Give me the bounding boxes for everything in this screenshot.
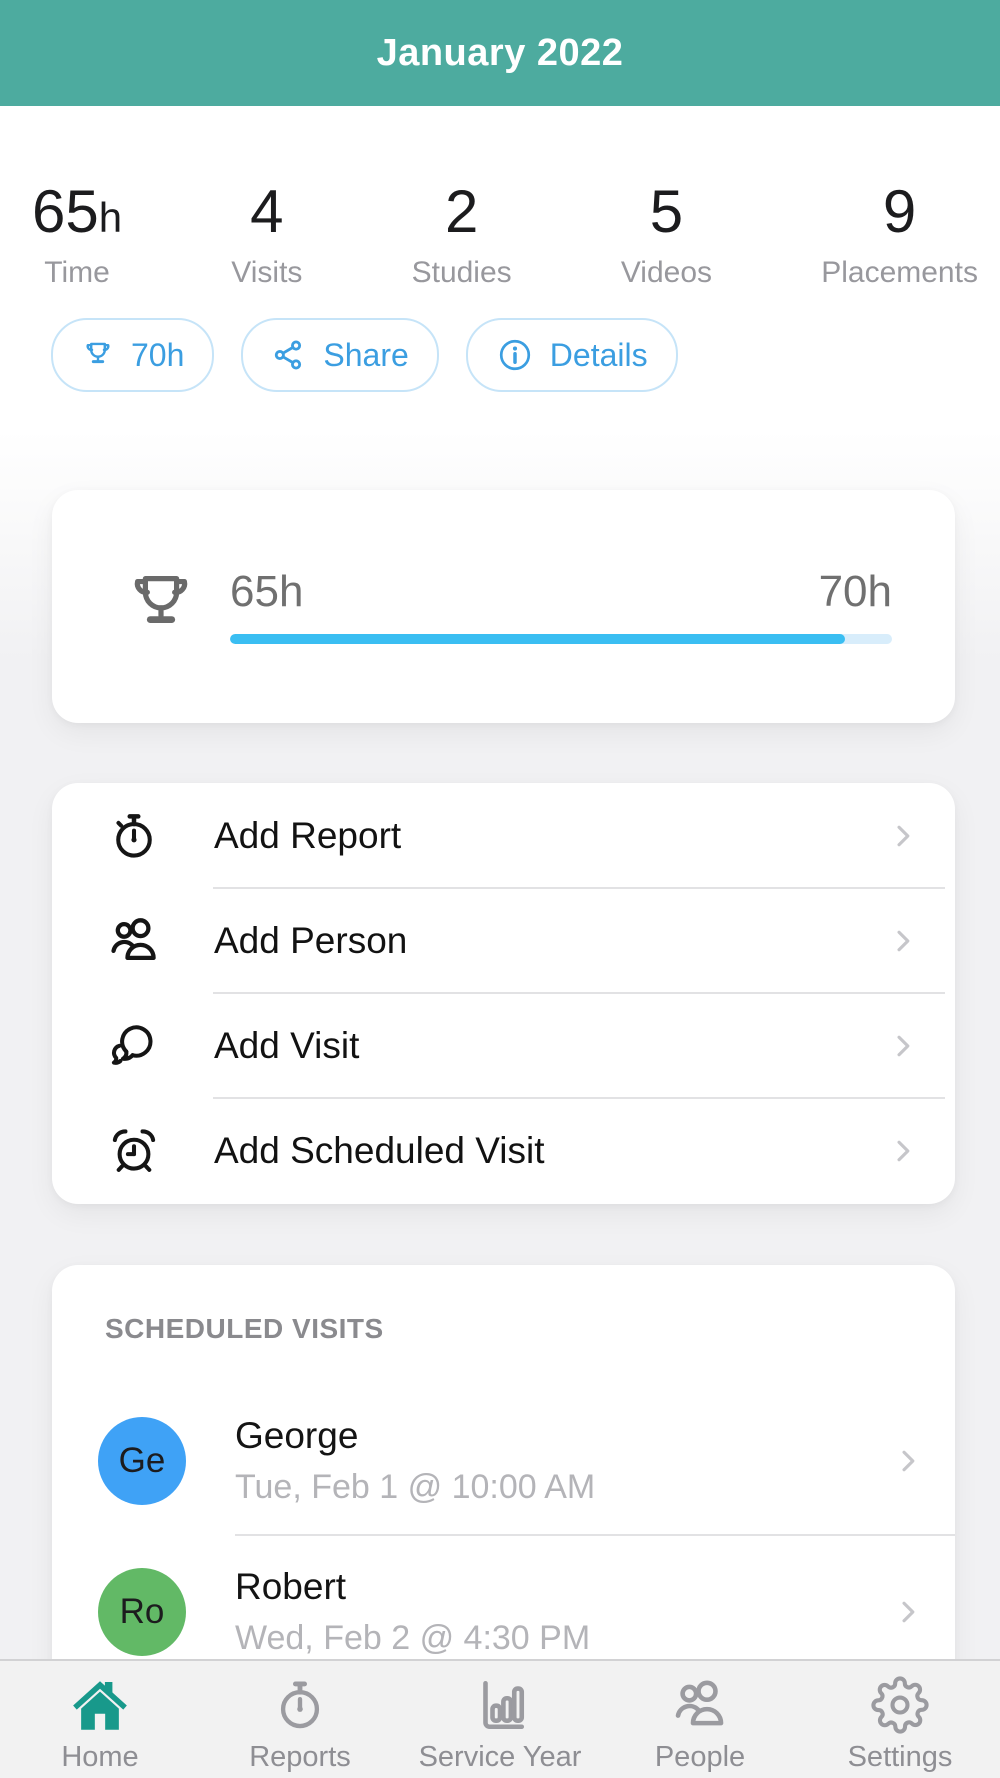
chevron-right-icon [886, 1029, 920, 1063]
add-report-row[interactable]: Add Report [52, 783, 955, 889]
stat-videos: 5 Videos [621, 182, 712, 288]
stat-visits-label: Visits [231, 256, 303, 289]
goal-current-hours: 65h [230, 566, 304, 616]
chevron-right-icon [891, 1595, 925, 1629]
stat-videos-value: 5 [649, 178, 684, 245]
chevron-right-icon [891, 1444, 925, 1478]
stat-studies: 2 Studies [412, 182, 512, 288]
add-scheduled-visit-row[interactable]: Add Scheduled Visit [52, 1098, 955, 1203]
monthly-stats-row: 65h Time 4 Visits 2 Studies 5 Videos 9 P… [0, 182, 1000, 288]
stat-time-label: Time [44, 256, 110, 289]
stat-time: 65h Time [32, 182, 122, 288]
avatar: Ro [98, 1567, 186, 1656]
stat-placements: 9 Placements [821, 182, 978, 288]
tab-home-label: Home [61, 1741, 139, 1773]
bar-chart-icon [471, 1673, 529, 1737]
stat-placements-value: 9 [882, 178, 917, 245]
action-pills-row: 70h Share Detail [51, 318, 678, 392]
stopwatch-icon [271, 1673, 329, 1737]
add-scheduled-visit-label: Add Scheduled Visit [214, 1129, 545, 1171]
chevron-right-icon [886, 924, 920, 958]
stat-videos-label: Videos [620, 256, 713, 289]
chevron-right-icon [886, 819, 920, 853]
stat-visits-value: 4 [250, 178, 284, 245]
chevron-right-icon [886, 1134, 920, 1168]
visit-name: Robert [235, 1566, 347, 1607]
stat-studies-value: 2 [444, 178, 479, 245]
visit-row-robert[interactable]: Ro Robert Wed, Feb 2 @ 4:30 PM [52, 1536, 955, 1687]
avatar-initials: Ro [119, 1591, 165, 1631]
goal-progress-fill [230, 633, 845, 644]
alarm-clock-icon [107, 1124, 161, 1178]
share-button-label: Share [323, 336, 409, 373]
stat-time-suffix: h [98, 194, 123, 241]
stat-placements-label: Placements [821, 256, 978, 289]
visit-name: George [235, 1415, 359, 1456]
people-icon [671, 1673, 729, 1737]
goal-pill[interactable]: 70h [51, 318, 215, 392]
stopwatch-icon [107, 809, 161, 863]
chat-bubbles-icon [107, 1019, 161, 1073]
add-visit-label: Add Visit [214, 1024, 360, 1066]
avatar-initials: Ge [118, 1440, 166, 1480]
share-button[interactable]: Share [241, 318, 439, 392]
tab-people-label: People [654, 1741, 746, 1773]
stat-time-value: 65 [32, 178, 99, 245]
add-report-label: Add Report [214, 814, 402, 856]
gear-icon [871, 1673, 929, 1737]
goal-progress-card: 65h 70h [52, 490, 955, 723]
home-icon [69, 1673, 131, 1737]
details-button[interactable]: Details [465, 318, 678, 392]
add-person-label: Add Person [214, 919, 408, 961]
tab-reports[interactable]: Reports [200, 1661, 400, 1778]
people-icon [107, 914, 161, 968]
goal-target-hours: 70h [818, 566, 892, 616]
goal-pill-label: 70h [131, 336, 185, 373]
goal-progress-bar [230, 633, 892, 644]
quick-actions-card: Add Report Add Person [52, 783, 955, 1204]
tab-settings-label: Settings [847, 1741, 953, 1773]
visit-datetime: Wed, Feb 2 @ 4:30 PM [235, 1619, 591, 1657]
tab-people[interactable]: People [600, 1661, 800, 1778]
trophy-icon [81, 338, 115, 372]
add-person-row[interactable]: Add Person [52, 888, 955, 994]
tab-home[interactable]: Home [0, 1661, 200, 1778]
visit-row-george[interactable]: Ge George Tue, Feb 1 @ 10:00 AM [52, 1385, 955, 1536]
visit-datetime: Tue, Feb 1 @ 10:00 AM [235, 1468, 596, 1506]
stat-studies-label: Studies [411, 256, 512, 289]
page-title: January 2022 [376, 31, 624, 74]
tab-settings[interactable]: Settings [800, 1661, 1000, 1778]
avatar: Ge [98, 1416, 186, 1505]
info-icon [496, 336, 534, 374]
add-visit-row[interactable]: Add Visit [52, 993, 955, 1099]
tab-service-year[interactable]: Service Year [400, 1661, 600, 1778]
tab-reports-label: Reports [249, 1741, 351, 1773]
share-icon [271, 337, 307, 373]
details-button-label: Details [549, 336, 648, 373]
tab-bar: Home Reports [0, 1659, 1000, 1778]
trophy-icon [122, 565, 200, 648]
tab-service-year-label: Service Year [418, 1741, 582, 1773]
header: January 2022 [0, 0, 1000, 106]
scheduled-visits-title: SCHEDULED VISITS [105, 1313, 384, 1344]
stat-visits: 4 Visits [231, 182, 302, 288]
